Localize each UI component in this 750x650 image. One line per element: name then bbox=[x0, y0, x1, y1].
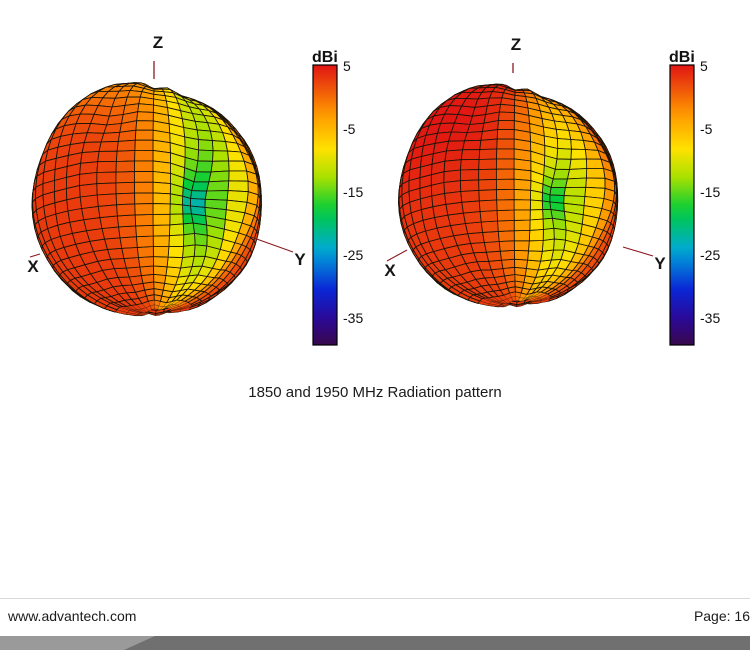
svg-text:-35: -35 bbox=[343, 310, 363, 326]
svg-text:dBi: dBi bbox=[312, 49, 338, 66]
svg-text:-15: -15 bbox=[343, 184, 363, 200]
svg-text:X: X bbox=[27, 257, 39, 276]
svg-text:-5: -5 bbox=[343, 121, 356, 137]
svg-text:5: 5 bbox=[700, 58, 708, 74]
svg-text:5: 5 bbox=[343, 58, 351, 74]
svg-text:-25: -25 bbox=[700, 247, 720, 263]
svg-text:Z: Z bbox=[511, 35, 521, 54]
svg-text:Y: Y bbox=[654, 254, 666, 273]
svg-text:-5: -5 bbox=[700, 121, 713, 137]
svg-text:dBi: dBi bbox=[669, 49, 695, 66]
svg-text:X: X bbox=[384, 261, 396, 280]
svg-text:-25: -25 bbox=[343, 247, 363, 263]
svg-text:-35: -35 bbox=[700, 310, 720, 326]
svg-text:Y: Y bbox=[294, 250, 306, 269]
svg-text:Z: Z bbox=[153, 33, 163, 52]
svg-text:-15: -15 bbox=[700, 184, 720, 200]
